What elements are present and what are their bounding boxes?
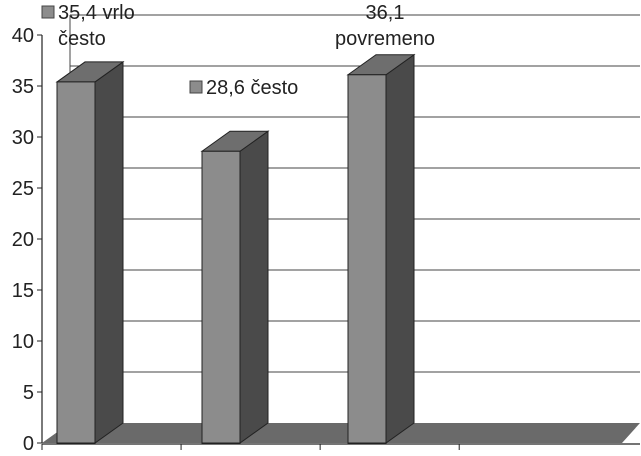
y-axis: 0 5 10 15 20 25 30 35 40 bbox=[12, 25, 640, 455]
y-tick-label: 40 bbox=[12, 25, 34, 47]
bar bbox=[347, 74, 387, 444]
data-labels: 35,4 vrlo često 28,6 često 36,1 povremeno bbox=[41, 2, 435, 99]
bar-side bbox=[385, 53, 415, 444]
y-tick-label: 35 bbox=[12, 76, 34, 98]
y-tick-label: 25 bbox=[12, 178, 34, 200]
bar-side bbox=[94, 60, 124, 444]
data-label: 36,1 bbox=[366, 2, 405, 24]
data-label-marker bbox=[189, 80, 203, 94]
data-label: često bbox=[58, 28, 106, 50]
bar bbox=[201, 150, 241, 444]
y-tick-label: 15 bbox=[12, 280, 34, 302]
data-label: 35,4 vrlo bbox=[58, 2, 135, 24]
bar-side bbox=[239, 130, 269, 444]
chart-floor bbox=[42, 423, 640, 443]
y-tick-label: 30 bbox=[12, 127, 34, 149]
y-tick-label: 0 bbox=[23, 433, 34, 455]
data-label: 28,6 često bbox=[206, 77, 298, 99]
bar bbox=[56, 81, 96, 444]
bars bbox=[55, 53, 416, 444]
floor bbox=[42, 423, 640, 443]
y-tick-label: 20 bbox=[12, 229, 34, 251]
y-tick-label: 10 bbox=[12, 331, 34, 353]
y-tick-label: 5 bbox=[23, 382, 34, 404]
data-label: povremeno bbox=[335, 28, 435, 50]
data-label-marker bbox=[41, 5, 55, 19]
